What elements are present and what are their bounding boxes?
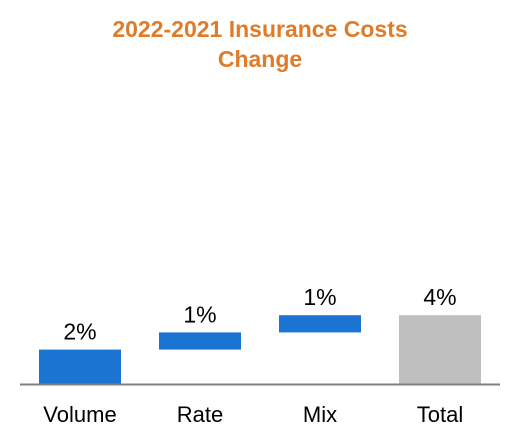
chart-title-line-2: Change bbox=[217, 46, 303, 72]
bar-mix bbox=[279, 315, 361, 333]
tick-label-total: Total bbox=[417, 402, 463, 427]
tick-label-volume: Volume bbox=[43, 402, 116, 427]
bar-volume bbox=[39, 349, 121, 384]
tick-label-mix: Mix bbox=[303, 402, 337, 427]
data-label-rate: 1% bbox=[183, 301, 216, 327]
chart-title-line-1: 2022-2021 Insurance Costs bbox=[112, 16, 408, 42]
data-label-mix: 1% bbox=[303, 284, 336, 310]
data-label-volume: 2% bbox=[63, 319, 96, 345]
data-label-total: 4% bbox=[423, 284, 456, 310]
tick-label-rate: Rate bbox=[177, 402, 223, 427]
bar-total bbox=[399, 315, 481, 384]
chart-title: 2022-2021 Insurance Costs Change bbox=[0, 14, 520, 74]
bar-rate bbox=[159, 332, 241, 350]
